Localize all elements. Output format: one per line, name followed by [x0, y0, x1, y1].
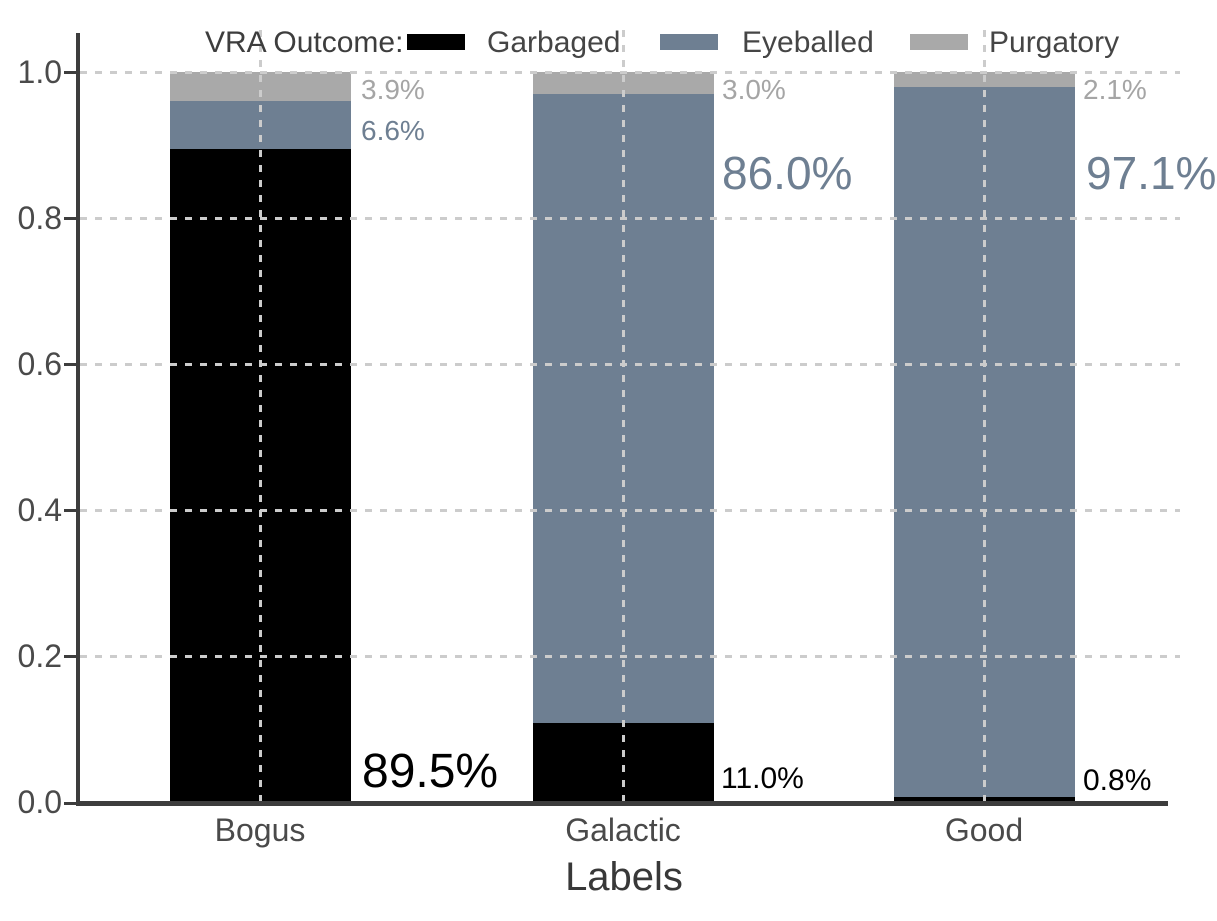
y-tick-label-0.0: 0.0 [17, 784, 62, 820]
gridline-x-bogus [259, 30, 262, 803]
label-good-garbaged-pct: 0.8% [1083, 764, 1152, 797]
y-axis-spine [76, 33, 80, 805]
legend-label-garbaged: Garbaged [487, 26, 621, 59]
gridline-y-0.2 [80, 655, 1180, 659]
label-galactic-eyeballed-pct: 86.0% [722, 147, 853, 199]
gridline-y-1.0 [80, 70, 1180, 74]
y-tick-mark-0.0 [64, 801, 77, 805]
label-good-purgatory-pct: 2.1% [1083, 74, 1147, 105]
legend-swatch-eyeballed-icon [660, 34, 718, 50]
legend-swatch-garbaged-icon [407, 34, 465, 50]
gridline-x-good [983, 30, 986, 803]
x-tick-label-galactic: Galactic [565, 812, 681, 848]
x-axis-spine [76, 801, 1168, 806]
legend-label-purgatory: Purgatory [989, 26, 1120, 59]
gridline-y-0.8 [80, 216, 1180, 220]
legend-label-eyeballed: Eyeballed [742, 26, 874, 59]
x-axis-title: Labels [565, 855, 683, 899]
label-bogus-purgatory-pct: 3.9% [361, 74, 425, 105]
label-galactic-purgatory-pct: 3.0% [722, 74, 786, 105]
label-galactic-garbaged-pct: 11.0% [721, 762, 804, 795]
legend-swatch-purgatory-icon [910, 34, 968, 50]
y-tick-mark-0.2 [64, 655, 77, 659]
gridline-y-0.6 [80, 362, 1180, 366]
y-tick-mark-0.4 [64, 509, 77, 513]
x-tick-label-bogus: Bogus [214, 812, 306, 848]
y-tick-label-0.8: 0.8 [17, 200, 62, 236]
y-tick-mark-1.0 [64, 70, 77, 74]
y-tick-mark-0.6 [64, 362, 77, 366]
gridline-x-galactic [622, 30, 625, 803]
label-bogus-eyeballed-pct: 6.6% [361, 115, 425, 146]
gridline-y-0.4 [80, 509, 1180, 513]
legend-title: VRA Outcome: [205, 26, 404, 59]
y-tick-label-0.2: 0.2 [17, 638, 62, 674]
x-tick-label-good: Good [944, 812, 1024, 848]
y-tick-label-0.4: 0.4 [17, 492, 62, 528]
y-tick-label-0.6: 0.6 [17, 346, 62, 382]
label-good-eyeballed-pct: 97.1% [1086, 147, 1217, 199]
y-tick-mark-0.8 [64, 216, 77, 220]
y-tick-label-1.0: 1.0 [17, 54, 62, 90]
label-bogus-garbaged-pct: 89.5% [362, 745, 499, 798]
